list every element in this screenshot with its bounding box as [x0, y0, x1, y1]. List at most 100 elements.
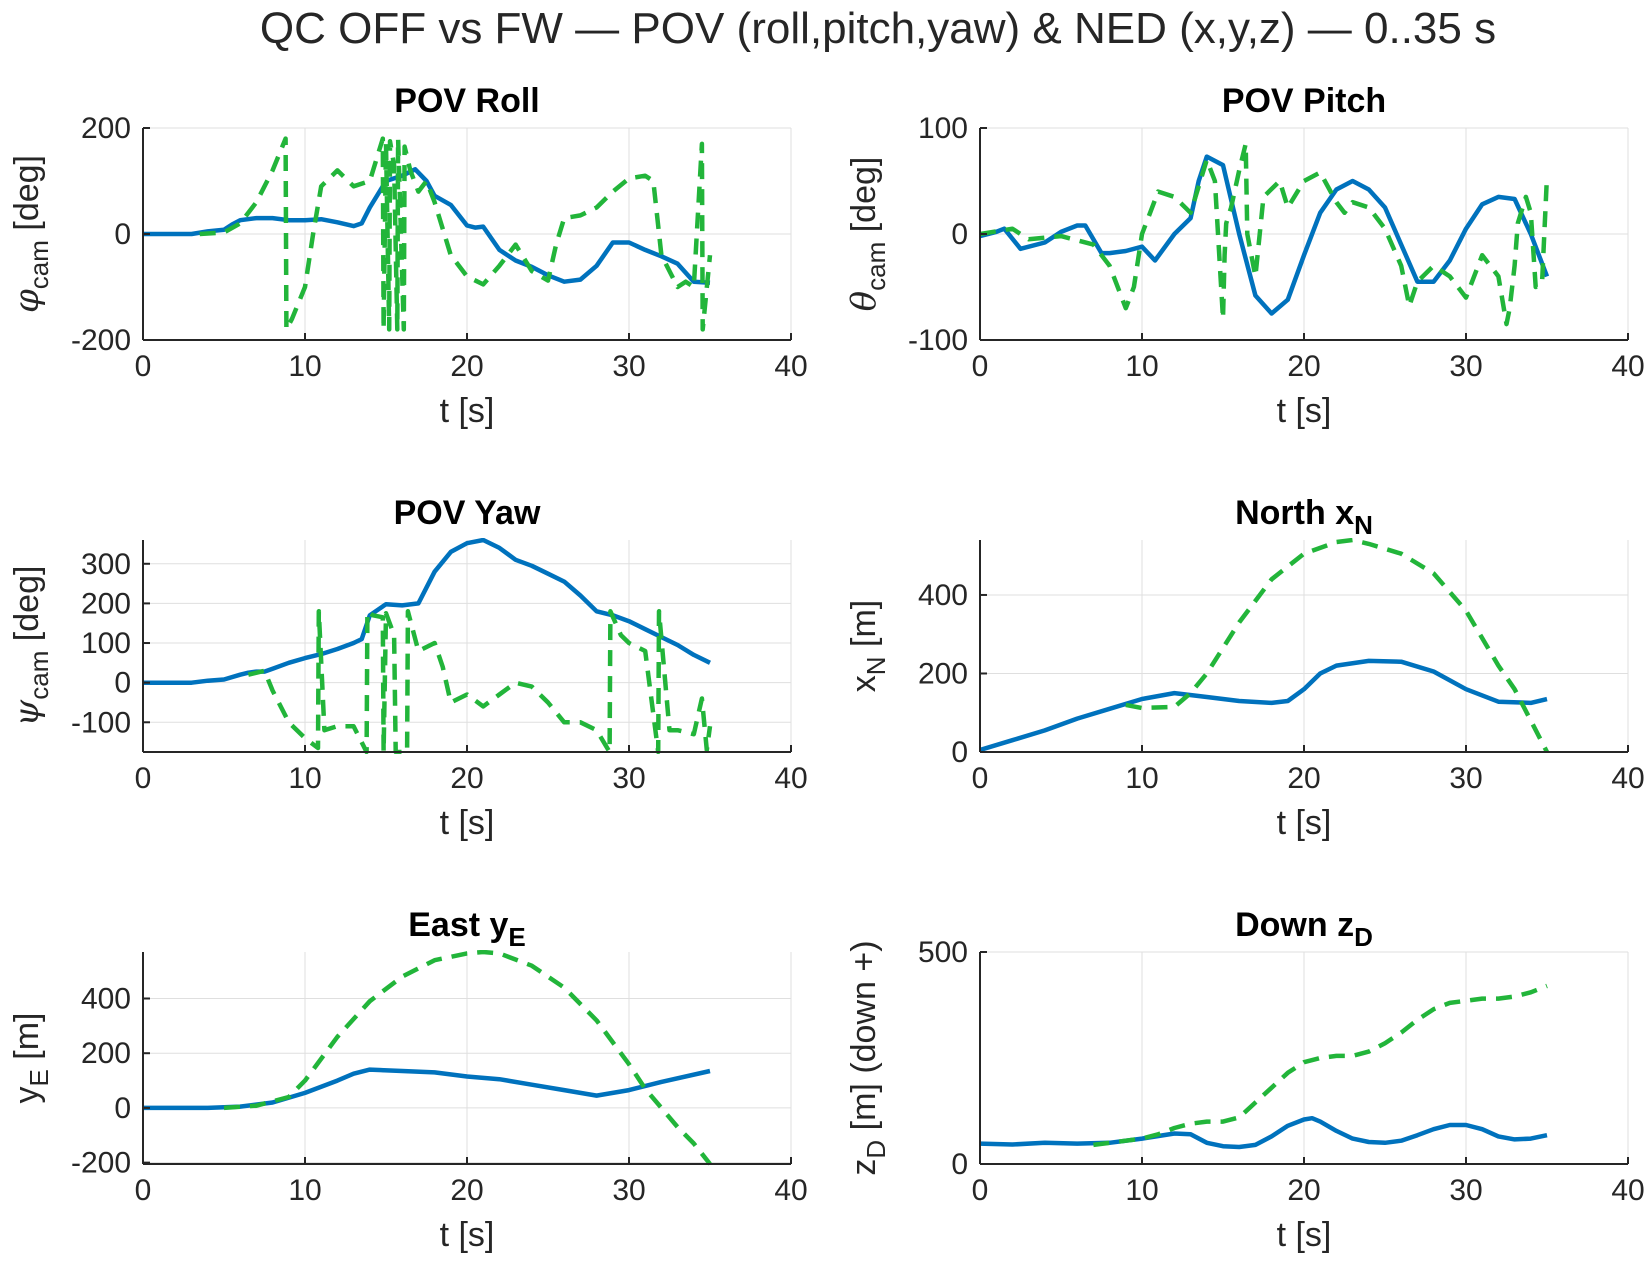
- y-tick-label: 0: [951, 218, 968, 251]
- x-tick-label: 30: [1449, 350, 1482, 383]
- y-tick-label: 400: [81, 983, 131, 1016]
- subplot-title-text: POV Yaw: [394, 494, 541, 532]
- series-fw-line: [199, 136, 713, 332]
- series-qc-off-line: [143, 1067, 711, 1111]
- subplot-title-text: North x: [1235, 494, 1354, 532]
- y-axis-label-part: [m] (down +): [845, 940, 883, 1139]
- x-tick-label: 10: [1125, 762, 1158, 795]
- x-tick-label: 10: [288, 350, 321, 383]
- x-tick-label: 10: [288, 1174, 321, 1207]
- x-tick-label: 40: [774, 762, 807, 795]
- y-axis-label-part: cam: [861, 242, 891, 291]
- x-axis-label: t [s]: [1277, 804, 1332, 842]
- series-fw-line: [1093, 983, 1548, 1148]
- series-group: [143, 950, 712, 1166]
- y-tick-label: 500: [918, 936, 968, 969]
- y-axis-label: φcam [deg]: [7, 155, 54, 313]
- y-axis-label-part: θ: [844, 291, 884, 311]
- y-axis-label-part: φ: [7, 289, 47, 313]
- x-tick-label: 10: [1125, 1174, 1158, 1207]
- series-fw-line: [980, 141, 1550, 327]
- subplot-title: POV Yaw: [394, 494, 541, 532]
- y-tick-label: 0: [114, 1092, 131, 1125]
- x-tick-label: 20: [450, 762, 483, 795]
- series-group: [980, 141, 1550, 327]
- y-tick-label: 300: [81, 548, 131, 581]
- y-axis-label-part: [deg]: [8, 566, 46, 651]
- series-qc-off-line: [143, 538, 711, 685]
- subplot-title-text: POV Pitch: [1222, 82, 1386, 120]
- y-axis-label-part: z: [845, 1159, 883, 1176]
- subplot-title-text: POV Roll: [394, 82, 539, 120]
- y-axis-label: ψcam [deg]: [7, 566, 54, 727]
- y-tick-label: 0: [951, 1148, 968, 1181]
- subplot-title-text: Down z: [1235, 906, 1354, 944]
- y-axis-label-part: cam: [24, 651, 54, 700]
- y-axis-label-part: ψ: [7, 699, 47, 726]
- x-tick-label: 10: [288, 762, 321, 795]
- x-tick-label: 20: [1287, 762, 1320, 795]
- series-group: [143, 136, 713, 332]
- y-axis-label: yE [m]: [8, 1012, 54, 1103]
- x-tick-label: 10: [1125, 350, 1158, 383]
- series-fw-line: [223, 950, 712, 1166]
- subplot-title: POV Pitch: [1222, 82, 1386, 120]
- subplot-title-subscript: D: [1354, 922, 1373, 952]
- y-axis-label-part: y: [8, 1087, 46, 1104]
- series-group: [143, 538, 713, 754]
- y-axis-label-part: [deg]: [845, 157, 883, 242]
- subplot-title: North xN: [1235, 494, 1373, 540]
- y-axis-label: θcam [deg]: [844, 157, 891, 312]
- y-tick-label: 100: [918, 112, 968, 145]
- series-qc-off-line: [980, 658, 1548, 753]
- subplot-title-subscript: N: [1354, 510, 1373, 540]
- subplot-title: East yE: [408, 906, 526, 952]
- x-tick-label: 40: [774, 350, 807, 383]
- y-tick-label: -100: [71, 706, 131, 739]
- subplot-title-subscript: E: [508, 922, 525, 952]
- y-axis-label-part: D: [861, 1140, 891, 1159]
- x-tick-label: 30: [612, 350, 645, 383]
- x-tick-label: 30: [1449, 1174, 1482, 1207]
- subplot-title-text: East y: [408, 906, 508, 944]
- x-axis-label: t [s]: [440, 392, 495, 430]
- y-tick-label: 200: [81, 587, 131, 620]
- y-tick-label: -200: [71, 1147, 131, 1180]
- series-fw-line: [247, 609, 713, 754]
- x-tick-label: 30: [1449, 762, 1482, 795]
- x-tick-label: 0: [972, 1174, 989, 1207]
- y-tick-label: 0: [951, 736, 968, 769]
- y-tick-label: 200: [81, 1037, 131, 1070]
- x-tick-label: 0: [972, 350, 989, 383]
- y-axis-label-part: x: [845, 675, 883, 692]
- x-axis-label: t [s]: [1277, 1216, 1332, 1254]
- x-tick-label: 40: [774, 1174, 807, 1207]
- y-tick-label: 400: [918, 579, 968, 612]
- x-tick-label: 20: [450, 350, 483, 383]
- y-tick-label: 200: [918, 657, 968, 690]
- subplot-title: POV Roll: [394, 82, 539, 120]
- x-axis-label: t [s]: [440, 1216, 495, 1254]
- x-tick-label: 0: [135, 1174, 152, 1207]
- x-tick-label: 0: [135, 350, 152, 383]
- x-tick-label: 30: [612, 762, 645, 795]
- series-qc-off-line: [980, 154, 1550, 316]
- y-axis-label-part: [deg]: [8, 155, 46, 240]
- y-tick-label: 0: [114, 667, 131, 700]
- y-axis-label-part: [m]: [8, 1012, 46, 1069]
- x-tick-label: 0: [135, 762, 152, 795]
- y-axis-label-part: E: [24, 1069, 54, 1086]
- y-axis-label-part: cam: [24, 240, 54, 289]
- x-tick-label: 20: [450, 1174, 483, 1207]
- y-tick-label: -100: [908, 324, 968, 357]
- x-axis-label: t [s]: [1277, 392, 1332, 430]
- y-tick-label: 0: [114, 218, 131, 251]
- series-qc-off-line: [143, 167, 711, 286]
- x-tick-label: 20: [1287, 1174, 1320, 1207]
- x-axis-label: t [s]: [440, 804, 495, 842]
- series-fw-line: [1125, 538, 1549, 754]
